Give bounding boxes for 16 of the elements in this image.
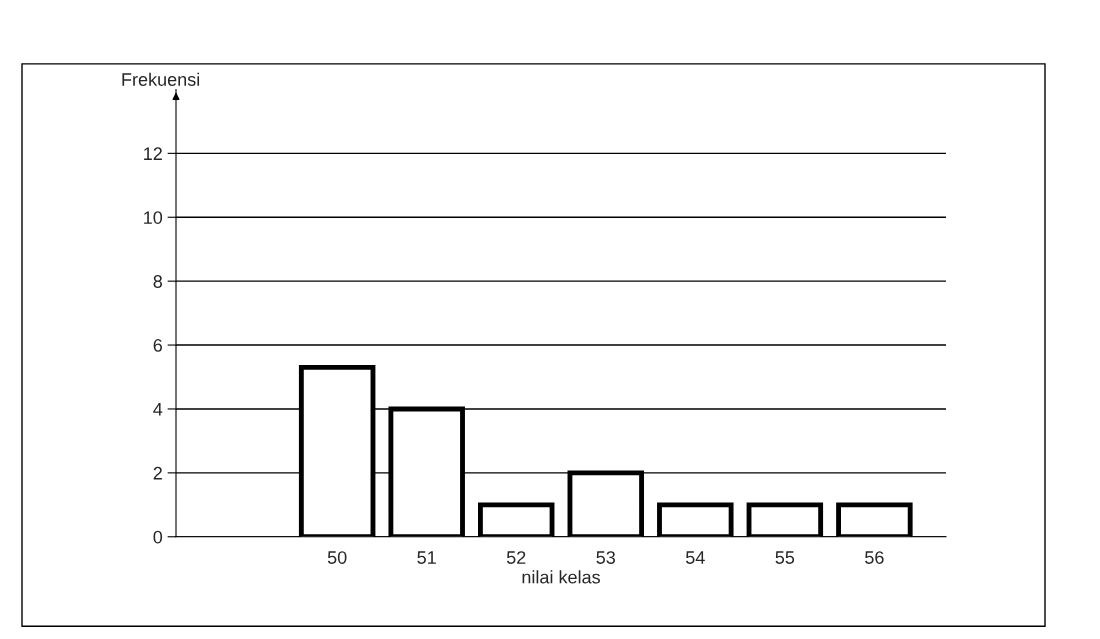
- x-tick-label: 51: [417, 551, 436, 564]
- x-tick-label: 56: [865, 551, 884, 564]
- y-tick-label: 6: [153, 338, 163, 352]
- y-tick-label: 0: [153, 530, 163, 544]
- x-tick-label: 55: [775, 551, 795, 564]
- x-tick-label: 53: [596, 551, 616, 564]
- y-axis-title: Frekuensi: [122, 72, 200, 86]
- x-tick-label: 50: [327, 551, 347, 564]
- y-tick-label: 12: [144, 147, 162, 160]
- y-tick-label: 8: [153, 275, 163, 288]
- y-tick-label: 2: [153, 466, 162, 480]
- y-tick-label: 4: [153, 403, 163, 416]
- x-axis-title: nilai kelas: [522, 570, 600, 584]
- x-tick-label: 54: [685, 551, 705, 564]
- x-tick-label: 52: [506, 551, 526, 564]
- y-tick-label: 10: [144, 211, 163, 224]
